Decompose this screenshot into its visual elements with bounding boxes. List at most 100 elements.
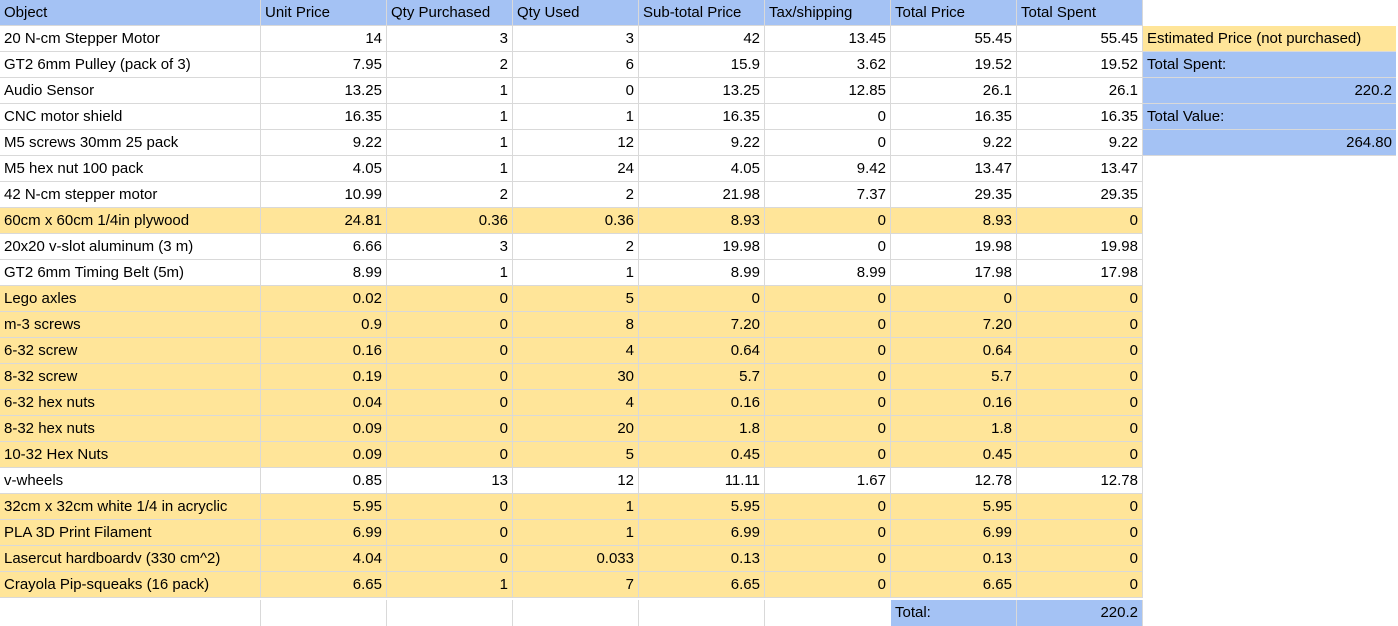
- cell-total-price[interactable]: 5.95: [891, 494, 1017, 520]
- cell-subtotal-price[interactable]: 21.98: [639, 182, 765, 208]
- cell-tax-shipping[interactable]: 3.62: [765, 52, 891, 78]
- cell-object[interactable]: 60cm x 60cm 1/4in plywood: [0, 208, 261, 234]
- cell-unit-price[interactable]: 4.04: [261, 546, 387, 572]
- header-qty-used[interactable]: Qty Used: [513, 0, 639, 26]
- cell-total-spent[interactable]: 9.22: [1017, 130, 1143, 156]
- cell-qty-used[interactable]: 7: [513, 572, 639, 598]
- header-qty-purchased[interactable]: Qty Purchased: [387, 0, 513, 26]
- cell-subtotal-price[interactable]: 0: [639, 286, 765, 312]
- cell-tax-shipping[interactable]: 9.42: [765, 156, 891, 182]
- cell-qty-used[interactable]: 1: [513, 520, 639, 546]
- cell-qty-used[interactable]: 12: [513, 130, 639, 156]
- cell-qty-purchased[interactable]: 1: [387, 572, 513, 598]
- cell-tax-shipping[interactable]: 0: [765, 494, 891, 520]
- cell-subtotal-price[interactable]: 8.99: [639, 260, 765, 286]
- total-value-amount[interactable]: 264.80: [1143, 130, 1396, 156]
- cell-unit-price[interactable]: 0.02: [261, 286, 387, 312]
- cell-qty-purchased[interactable]: 1: [387, 130, 513, 156]
- cell-object[interactable]: 42 N-cm stepper motor: [0, 182, 261, 208]
- cell-total-spent[interactable]: 0: [1017, 520, 1143, 546]
- cell-qty-purchased[interactable]: 1: [387, 156, 513, 182]
- cell-qty-used[interactable]: 5: [513, 442, 639, 468]
- cell-total-price[interactable]: 0: [891, 286, 1017, 312]
- cell-total-price[interactable]: 9.22: [891, 130, 1017, 156]
- cell-total-spent[interactable]: 16.35: [1017, 104, 1143, 130]
- cell-total-price[interactable]: 0.13: [891, 546, 1017, 572]
- cell-subtotal-price[interactable]: 8.93: [639, 208, 765, 234]
- cell-qty-purchased[interactable]: 0: [387, 416, 513, 442]
- cell-object[interactable]: M5 hex nut 100 pack: [0, 156, 261, 182]
- cell-subtotal-price[interactable]: 0.45: [639, 442, 765, 468]
- cell-qty-used[interactable]: 0.033: [513, 546, 639, 572]
- cell-unit-price[interactable]: 7.95: [261, 52, 387, 78]
- cell-qty-purchased[interactable]: 0: [387, 364, 513, 390]
- cell-total-spent[interactable]: 0: [1017, 546, 1143, 572]
- cell-total-spent[interactable]: 0: [1017, 442, 1143, 468]
- cell-object[interactable]: 10-32 Hex Nuts: [0, 442, 261, 468]
- cell-tax-shipping[interactable]: 1.67: [765, 468, 891, 494]
- cell-total-price[interactable]: 0.64: [891, 338, 1017, 364]
- total-spent-label[interactable]: Total Spent:: [1143, 52, 1396, 78]
- header-tax-shipping[interactable]: Tax/shipping: [765, 0, 891, 26]
- cell-unit-price[interactable]: 6.66: [261, 234, 387, 260]
- cell-tax-shipping[interactable]: 13.45: [765, 26, 891, 52]
- cell-unit-price[interactable]: 0.9: [261, 312, 387, 338]
- cell-unit-price[interactable]: 16.35: [261, 104, 387, 130]
- cell-subtotal-price[interactable]: 11.11: [639, 468, 765, 494]
- cell-unit-price[interactable]: 0.19: [261, 364, 387, 390]
- cell-unit-price[interactable]: 5.95: [261, 494, 387, 520]
- cell-qty-purchased[interactable]: 0: [387, 338, 513, 364]
- cell-tax-shipping[interactable]: 12.85: [765, 78, 891, 104]
- cell-total-price[interactable]: 29.35: [891, 182, 1017, 208]
- header-total-price[interactable]: Total Price: [891, 0, 1017, 26]
- cell-unit-price[interactable]: 14: [261, 26, 387, 52]
- cell-tax-shipping[interactable]: 0: [765, 104, 891, 130]
- cell-subtotal-price[interactable]: 16.35: [639, 104, 765, 130]
- cell-qty-used[interactable]: 20: [513, 416, 639, 442]
- cell-qty-purchased[interactable]: 0.36: [387, 208, 513, 234]
- cell-subtotal-price[interactable]: 6.99: [639, 520, 765, 546]
- cell-unit-price[interactable]: 4.05: [261, 156, 387, 182]
- cell-object[interactable]: M5 screws 30mm 25 pack: [0, 130, 261, 156]
- cell-total-spent[interactable]: 19.52: [1017, 52, 1143, 78]
- header-subtotal-price[interactable]: Sub-total Price: [639, 0, 765, 26]
- cell-unit-price[interactable]: 0.04: [261, 390, 387, 416]
- cell-qty-used[interactable]: 6: [513, 52, 639, 78]
- cell-total-price[interactable]: 0.16: [891, 390, 1017, 416]
- cell-tax-shipping[interactable]: 0: [765, 312, 891, 338]
- cell-unit-price[interactable]: 0.09: [261, 442, 387, 468]
- cell-unit-price[interactable]: 9.22: [261, 130, 387, 156]
- cell-qty-purchased[interactable]: 3: [387, 26, 513, 52]
- cell-subtotal-price[interactable]: 15.9: [639, 52, 765, 78]
- cell-total-price[interactable]: 0.45: [891, 442, 1017, 468]
- cell-tax-shipping[interactable]: 0: [765, 338, 891, 364]
- cell-unit-price[interactable]: 0.16: [261, 338, 387, 364]
- cell-object[interactable]: PLA 3D Print Filament: [0, 520, 261, 546]
- cell-total-price[interactable]: 16.35: [891, 104, 1017, 130]
- cell-total-spent[interactable]: 12.78: [1017, 468, 1143, 494]
- cell-tax-shipping[interactable]: 0: [765, 546, 891, 572]
- cell-total-spent[interactable]: 0: [1017, 390, 1143, 416]
- cell-qty-purchased[interactable]: 0: [387, 286, 513, 312]
- cell-total-price[interactable]: 19.98: [891, 234, 1017, 260]
- cell-qty-purchased[interactable]: 0: [387, 312, 513, 338]
- cell-object[interactable]: v-wheels: [0, 468, 261, 494]
- cell-tax-shipping[interactable]: 0: [765, 442, 891, 468]
- cell-qty-used[interactable]: 24: [513, 156, 639, 182]
- cell-total-spent[interactable]: 0: [1017, 416, 1143, 442]
- cell-subtotal-price[interactable]: 4.05: [639, 156, 765, 182]
- cell-qty-used[interactable]: 1: [513, 260, 639, 286]
- legend-estimated-price[interactable]: Estimated Price (not purchased): [1143, 26, 1396, 52]
- cell-subtotal-price[interactable]: 5.7: [639, 364, 765, 390]
- cell-total-price[interactable]: 26.1: [891, 78, 1017, 104]
- cell-total-price[interactable]: 7.20: [891, 312, 1017, 338]
- header-object[interactable]: Object: [0, 0, 261, 26]
- total-spent-value[interactable]: 220.2: [1143, 78, 1396, 104]
- cell-object[interactable]: Lego axles: [0, 286, 261, 312]
- cell-object[interactable]: GT2 6mm Pulley (pack of 3): [0, 52, 261, 78]
- cell-unit-price[interactable]: 24.81: [261, 208, 387, 234]
- cell-total-spent[interactable]: 17.98: [1017, 260, 1143, 286]
- cell-total-spent[interactable]: 0: [1017, 286, 1143, 312]
- cell-subtotal-price[interactable]: 9.22: [639, 130, 765, 156]
- cell-object[interactable]: GT2 6mm Timing Belt (5m): [0, 260, 261, 286]
